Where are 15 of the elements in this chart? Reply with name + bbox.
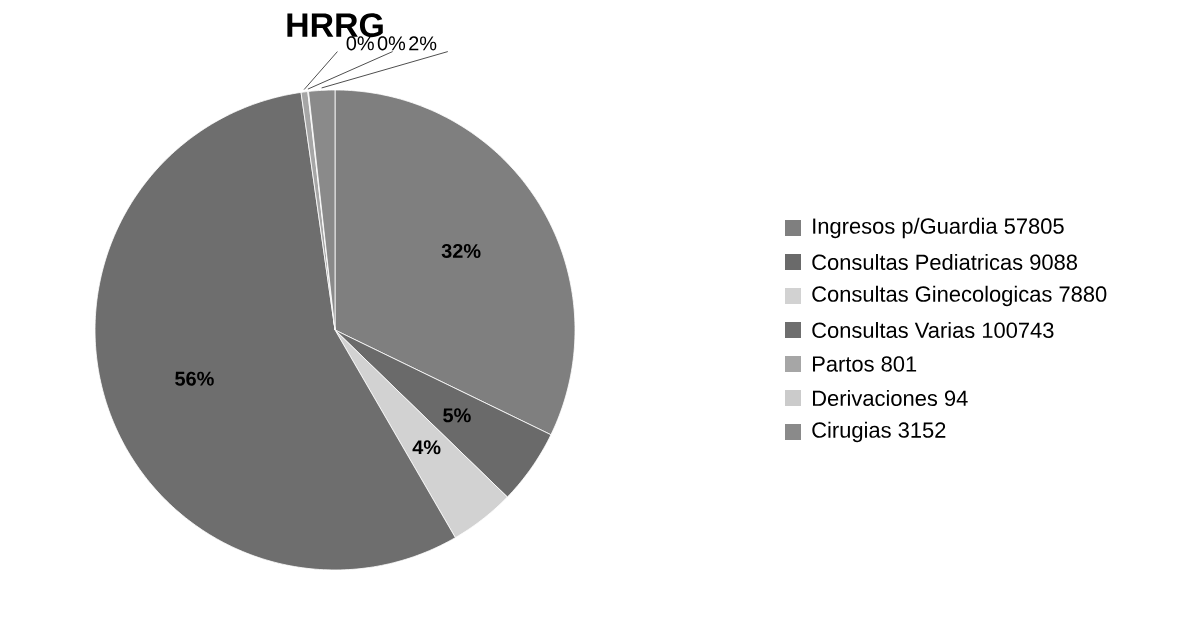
data-label: 32%	[441, 243, 481, 259]
legend-label: Partos 801	[813, 356, 917, 372]
data-label: 5%	[443, 408, 471, 423]
data-label: 0%	[377, 36, 406, 51]
chart-title: HRRG	[287, 13, 383, 38]
legend-label: Consultas Ginecologicas 7880	[812, 285, 1107, 307]
data-label: 2%	[409, 36, 437, 51]
legend-label: Consultas Varias 100743	[812, 321, 1054, 339]
data-label: 56%	[175, 371, 214, 386]
legend-label: Cirugias 3152	[812, 421, 946, 443]
data-label: 4%	[412, 440, 441, 455]
legend-label: Derivaciones 94	[813, 389, 968, 407]
data-label: 0%	[346, 36, 374, 51]
legend-label: Ingresos p/Guardia 57805	[813, 217, 1064, 239]
legend-label: Consultas Pediatricas 9088	[812, 253, 1078, 271]
